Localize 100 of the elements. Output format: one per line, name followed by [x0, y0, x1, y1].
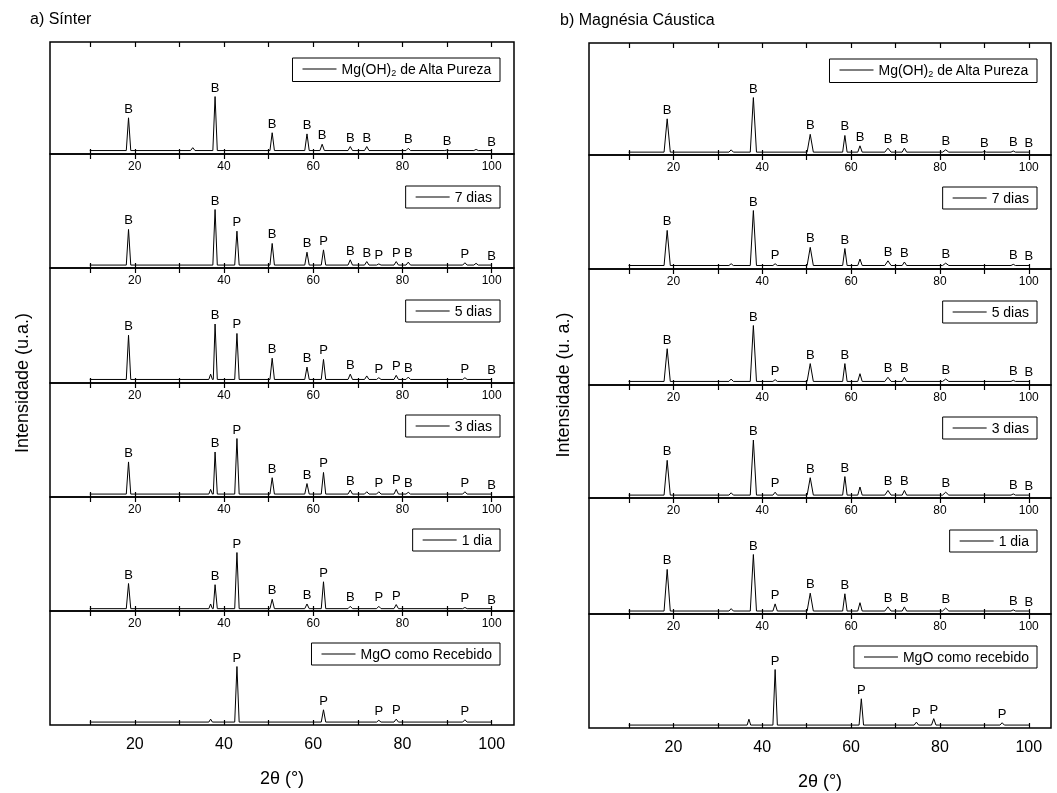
x-tick-label: 80: [933, 274, 947, 288]
x-tick-label: 20: [666, 619, 681, 633]
x-tick-label: 100: [481, 616, 503, 630]
x-tick-label: 80: [395, 388, 410, 402]
x-tick-label: 60: [844, 160, 859, 174]
x-tick-label: 60: [842, 737, 861, 755]
annotation: B: [840, 231, 850, 247]
legend-label: 7 dias: [991, 190, 1029, 206]
annotation: B: [267, 341, 277, 357]
annotation: B: [403, 245, 413, 261]
annotation: P: [319, 692, 328, 708]
x-tick-label: 80: [395, 273, 410, 287]
x-tick-label: 20: [666, 274, 681, 288]
annotation: B: [840, 576, 850, 592]
chart-title: b) Magnésia Cáustica: [560, 10, 715, 28]
annotation: B: [749, 308, 758, 324]
x-tick-label: 80: [395, 159, 410, 173]
x-tick-label: 100: [481, 273, 503, 287]
x-axis-title: 2θ (°): [797, 771, 843, 791]
annotation: B: [805, 576, 815, 592]
annotation: P: [232, 649, 242, 665]
annotation: B: [1008, 133, 1018, 149]
legend-label: 1 dia: [461, 532, 493, 548]
annotation: P: [319, 564, 328, 580]
annotation: P: [319, 232, 328, 248]
annotation: B: [749, 80, 758, 96]
annotation: B: [883, 473, 893, 489]
annotation: P: [374, 246, 384, 262]
annotation: P: [997, 705, 1007, 721]
annotation: B: [210, 307, 220, 323]
annotation: B: [210, 567, 220, 583]
annotation: P: [391, 472, 401, 488]
annotation: B: [487, 477, 497, 493]
x-tick-label: 80: [933, 619, 947, 633]
x-tick-label: 20: [666, 390, 681, 404]
annotation: B: [302, 235, 312, 251]
x-tick-label: 100: [478, 734, 506, 752]
y-axis-title: Intensidade (u. a.): [553, 312, 573, 458]
annotation: P: [856, 681, 866, 697]
x-tick-label: 100: [1018, 390, 1040, 404]
x-tick-label: 20: [128, 159, 142, 173]
x-tick-label: 100: [1018, 503, 1040, 517]
annotation: B: [345, 242, 355, 258]
annotation: B: [487, 591, 497, 607]
annotation: B: [1008, 247, 1018, 263]
annotation: P: [460, 474, 470, 490]
annotation: B: [302, 586, 312, 602]
annotation: P: [391, 244, 401, 260]
annotation: B: [403, 131, 413, 147]
annotation: B: [805, 117, 815, 133]
x-tick-label: 20: [666, 503, 681, 517]
annotation: B: [345, 357, 355, 373]
annotation: B: [267, 460, 277, 476]
annotation: P: [770, 246, 780, 262]
annotation: B: [749, 193, 758, 209]
legend-label: MgO como Recebido: [360, 646, 493, 662]
annotation: B: [345, 472, 355, 488]
annotation: B: [403, 360, 413, 376]
annotation: B: [362, 129, 372, 145]
annotation: P: [232, 535, 242, 551]
x-tick-label: 40: [217, 616, 231, 630]
x-tick-label: 80: [933, 390, 947, 404]
annotation: B: [883, 589, 893, 605]
annotation: B: [662, 552, 672, 568]
annotation: B: [1024, 248, 1034, 264]
x-tick-label: 100: [1018, 274, 1040, 288]
annotation: B: [1024, 135, 1034, 151]
annotation: B: [124, 566, 133, 582]
x-tick-label: 60: [844, 390, 859, 404]
annotation: B: [362, 244, 372, 260]
x-tick-label: 60: [844, 503, 859, 517]
annotation: B: [124, 444, 133, 460]
annotation: P: [319, 342, 328, 358]
annotation: B: [941, 591, 951, 607]
annotation: B: [302, 466, 312, 482]
x-tick-label: 80: [933, 160, 947, 174]
annotation: P: [232, 214, 242, 230]
annotation: P: [374, 360, 384, 376]
annotation: B: [662, 101, 672, 117]
x-tick-label: 60: [306, 502, 321, 516]
annotation: P: [460, 702, 470, 718]
annotation: B: [662, 443, 672, 459]
annotation: P: [232, 316, 242, 332]
annotation: B: [267, 115, 277, 131]
x-tick-label: 100: [481, 159, 503, 173]
x-tick-label: 20: [128, 273, 142, 287]
annotation: P: [770, 586, 780, 602]
x-tick-label: 60: [306, 273, 321, 287]
annotation: B: [317, 127, 327, 143]
x-tick-label: 80: [395, 616, 410, 630]
annotation: P: [460, 245, 470, 261]
x-tick-label: 40: [755, 274, 770, 288]
legend-label: 1 dia: [998, 533, 1030, 549]
x-tick-label: 60: [304, 734, 323, 752]
annotation: B: [1024, 364, 1034, 380]
x-tick-label: 80: [393, 734, 412, 752]
annotation: B: [805, 346, 815, 362]
x-tick-label: 20: [128, 502, 142, 516]
annotation: B: [840, 346, 850, 362]
x-tick-label: 40: [755, 160, 770, 174]
